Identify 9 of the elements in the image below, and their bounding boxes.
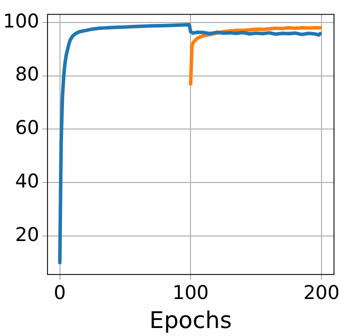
y-tick-label: 40 <box>15 170 40 192</box>
y-tick-label: 80 <box>15 64 40 86</box>
y-tick-label: 100 <box>3 10 40 32</box>
y-tick-label: 20 <box>15 224 40 246</box>
x-tick-label: 0 <box>54 282 66 304</box>
x-tick-label: 200 <box>303 282 340 304</box>
y-tick-label: 60 <box>15 117 40 140</box>
x-tick-label: 100 <box>172 282 209 304</box>
x-axis-title: Epochs <box>149 308 232 334</box>
